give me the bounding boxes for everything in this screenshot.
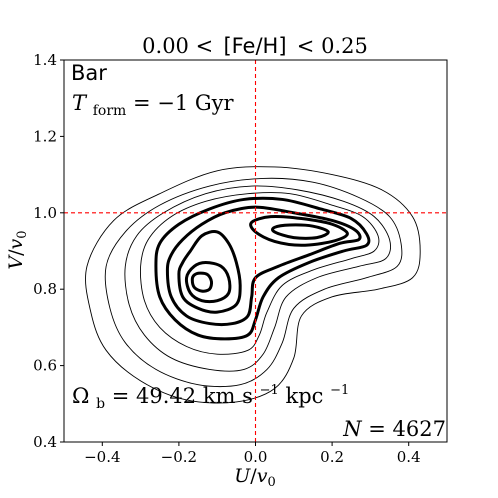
- y-tick-label: 1.2: [33, 127, 57, 145]
- omega-subscript: b: [96, 396, 105, 412]
- contour-level-8-8: [184, 260, 232, 304]
- y-tick-label: 0.8: [33, 280, 57, 298]
- contour-level-7-6: [177, 230, 242, 314]
- title-middle: [Fe/H]: [223, 34, 286, 58]
- contour-level-6-5: [165, 205, 362, 327]
- y-label-sym: v: [5, 238, 27, 249]
- contour-level-5-4: [154, 196, 371, 341]
- x-label-sub: 0: [267, 475, 275, 490]
- tform-subscript: form: [93, 103, 127, 119]
- tform-label: T form = −1 Gyr: [72, 91, 235, 120]
- tform-symbol: T: [72, 91, 88, 115]
- title-left: 0.00 <: [142, 34, 213, 58]
- y-axis-label: V/v0: [5, 230, 30, 269]
- y-tick-label: 1.0: [33, 204, 57, 222]
- omega-unit: kpc: [285, 384, 323, 408]
- omega-exponent-2: −1: [330, 383, 349, 398]
- contour-level-4-3: [139, 192, 380, 355]
- n-label: N = 4627: [342, 417, 446, 441]
- y-label-main: V: [5, 254, 27, 270]
- x-tick-label: −0.2: [161, 448, 197, 466]
- contour-level-2-1: [104, 177, 403, 388]
- x-tick-label: 0.2: [320, 448, 344, 466]
- y-tick-label: 1.4: [33, 51, 57, 69]
- omega-exponent-1: −1: [260, 383, 279, 398]
- y-tick-label: 0.4: [33, 433, 57, 451]
- omega-value: = 49.42 km s: [112, 384, 253, 408]
- x-label-main: U: [234, 465, 251, 487]
- chart-title: 0.00 < [Fe/H] < 0.25: [142, 34, 368, 58]
- n-value: = 4627: [362, 417, 446, 441]
- plot-area: −0.4 −0.2 0.0 0.2 0.4 0.4 0.6 0.8 1.0 1.2 1.4: [33, 51, 448, 466]
- contour-level-1-0: [85, 166, 421, 404]
- contour-level-3-2: [124, 185, 391, 372]
- omega-symbol: Ω: [72, 384, 89, 408]
- y-tick-label: 0.6: [33, 357, 57, 375]
- x-label-sym: v: [257, 465, 268, 487]
- contour-level-8-9: [271, 223, 330, 240]
- x-tick-label: −0.4: [84, 448, 120, 466]
- contour-level-7-7: [249, 214, 349, 247]
- x-tick-label: 0.4: [397, 448, 421, 466]
- y-label-sub: 0: [15, 230, 30, 238]
- contour-level-9-10: [190, 271, 214, 293]
- omega-label: Ω b = 49.42 km s −1 kpc −1: [72, 375, 349, 413]
- tform-value: = −1 Gyr: [133, 91, 235, 115]
- model-label: Bar: [71, 61, 107, 85]
- y-label-sep: /: [5, 249, 27, 256]
- x-label-sep: /: [250, 465, 257, 487]
- x-axis-label: U/v0: [234, 465, 275, 490]
- n-symbol: N: [342, 417, 362, 441]
- title-right: < 0.25: [297, 34, 368, 58]
- x-tick-label: 0.0: [244, 448, 268, 466]
